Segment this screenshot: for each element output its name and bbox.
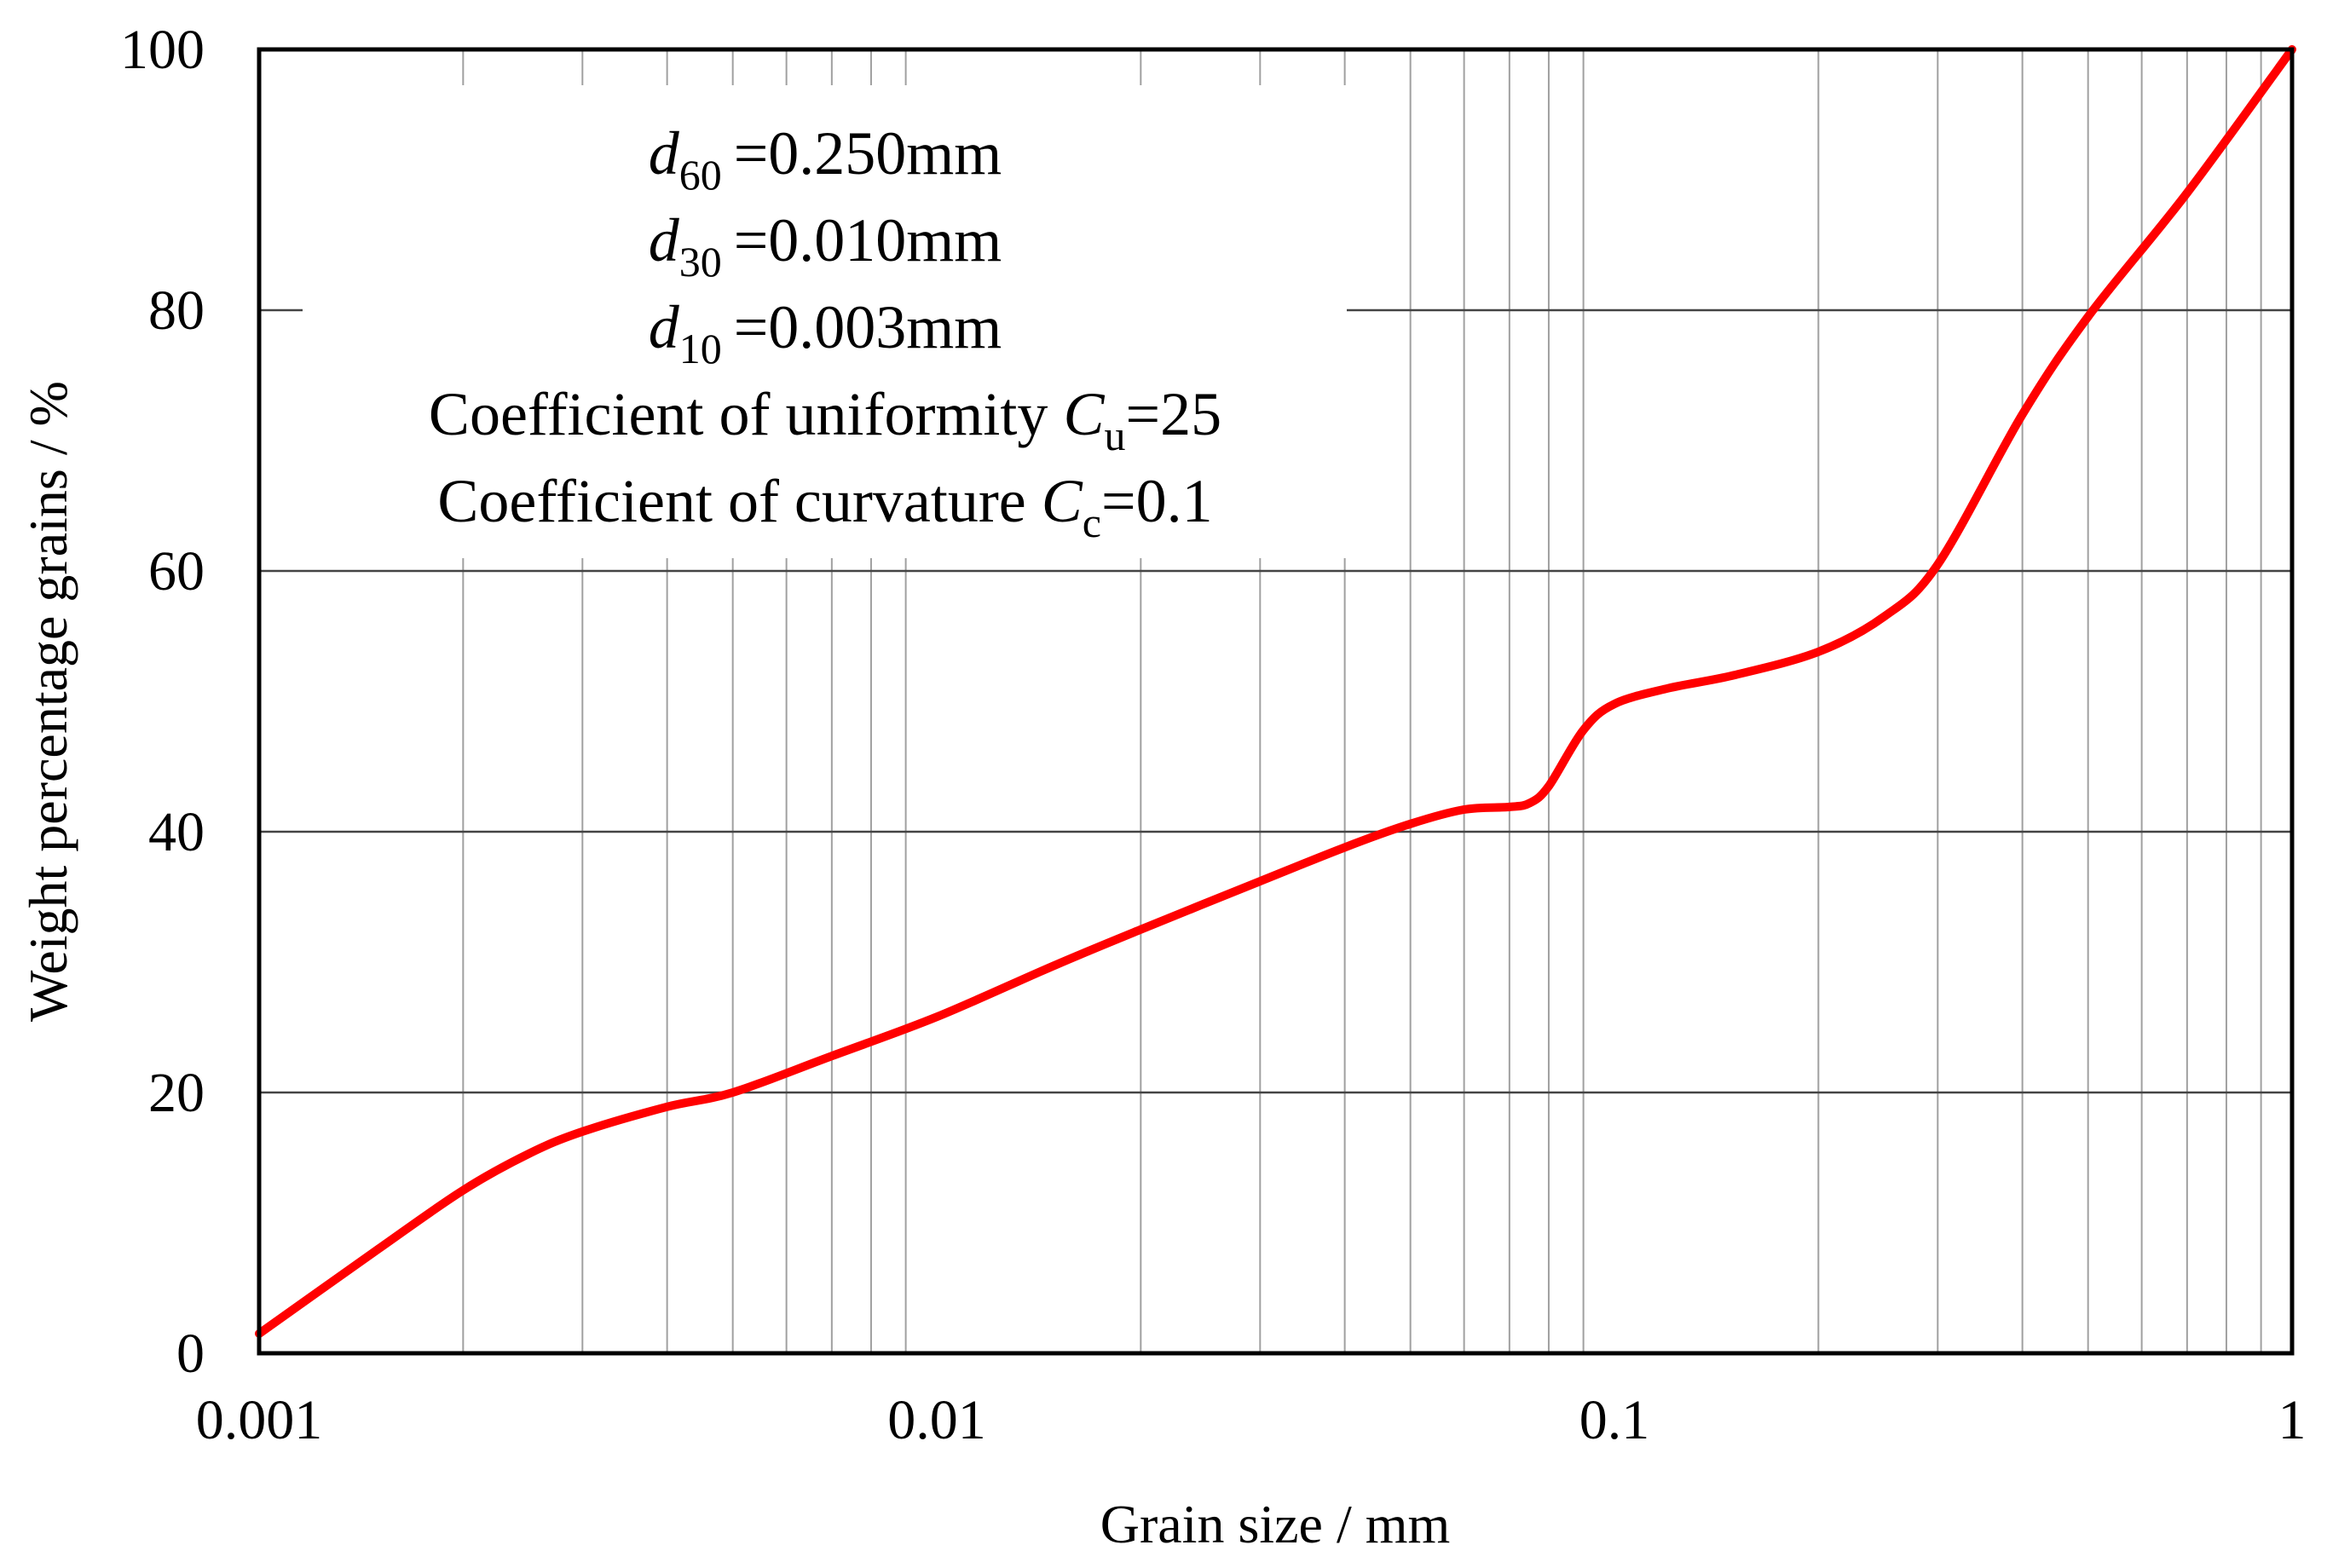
annotation-d10-symbol: d — [649, 293, 680, 361]
x-tick-label: 0.1 — [1579, 1389, 1650, 1451]
annotation-box — [303, 85, 1347, 558]
annotation-cc-value: =0.1 — [1101, 467, 1213, 535]
annotation-cu-symbol: C — [1063, 380, 1105, 448]
annotation-cc-sub: c — [1083, 499, 1101, 546]
annotation-d30: d30 =0.010mm — [649, 206, 1002, 285]
annotation-d60-symbol: d — [649, 119, 680, 187]
y-tick-label: 60 — [148, 540, 205, 602]
x-tick-label: 0.01 — [887, 1389, 986, 1451]
annotation-d10-sub: 10 — [679, 325, 722, 372]
series-line-grading-curve — [255, 45, 2296, 1338]
annotation-cc-symbol: C — [1042, 467, 1083, 535]
annotation-cu-value: =25 — [1125, 380, 1221, 448]
y-tick-label: 80 — [148, 280, 205, 342]
annotation-cc-text: Coefficient of curvature — [437, 467, 1025, 535]
series-layer — [255, 45, 2296, 1338]
y-axis-label: Weight percentage grains / % — [18, 381, 78, 1022]
annotation-d10: d10 =0.003mm — [649, 293, 1002, 372]
plot-frame — [257, 47, 2295, 1356]
annotation-cc: Coefficient of curvature Cc=0.1 — [437, 467, 1212, 546]
annotation-d10-value: =0.003mm — [734, 293, 1002, 361]
x-tick-labels: 0.001 0.01 0.1 1 — [196, 1389, 2307, 1451]
annotation-cu: Coefficient of uniformity Cu=25 — [429, 380, 1221, 459]
annotation-d30-sub: 30 — [679, 238, 722, 285]
annotation-d60-value: =0.250mm — [734, 119, 1002, 187]
x-tick-label: 0.001 — [196, 1389, 323, 1451]
y-tick-label: 40 — [148, 801, 205, 863]
x-tick-label: 1 — [2278, 1389, 2307, 1451]
annotation-d60-sub: 60 — [679, 151, 722, 199]
annotation-cu-sub: u — [1104, 412, 1125, 459]
annotation-cu-text: Coefficient of uniformity — [429, 380, 1048, 448]
annotation-d60: d60 =0.250mm — [649, 119, 1002, 199]
annotation-d30-value: =0.010mm — [734, 206, 1002, 274]
x-axis-label: Grain size / mm — [1100, 1494, 1451, 1554]
y-tick-label: 20 — [148, 1062, 205, 1124]
y-tick-labels: 0 20 40 60 80 100 — [120, 19, 205, 1385]
annotation-d30-symbol: d — [649, 206, 680, 274]
y-tick-label: 100 — [120, 19, 205, 81]
y-tick-label: 0 — [176, 1323, 205, 1385]
